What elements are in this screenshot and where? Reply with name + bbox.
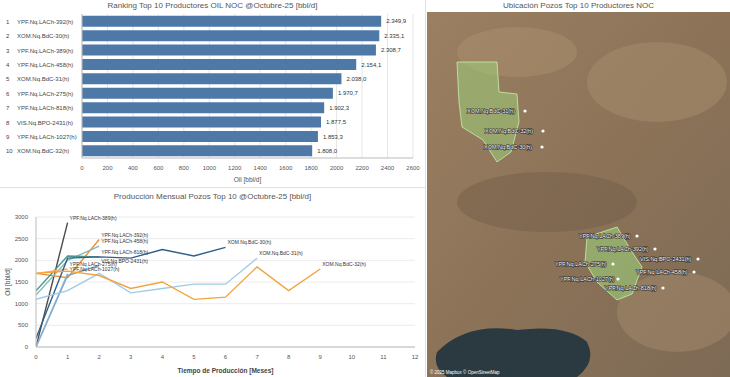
svg-text:2.154,1: 2.154,1 bbox=[361, 62, 382, 68]
svg-text:500: 500 bbox=[18, 322, 29, 328]
svg-text:VIS.Nq.BPO-2431(h): VIS.Nq.BPO-2431(h) bbox=[640, 256, 692, 262]
svg-text:VIS.Nq.BPO-2431(h): VIS.Nq.BPO-2431(h) bbox=[17, 120, 73, 126]
svg-text:YPF.Nq.LACh-818(h): YPF.Nq.LACh-818(h) bbox=[17, 105, 73, 111]
html-text:Ubicación Pozos Top 10 Product: Ubicación Pozos Top 10 Productores NOC bbox=[503, 1, 654, 10]
svg-text:XOM.Nq.BdC-30(h): XOM.Nq.BdC-30(h) bbox=[484, 144, 532, 150]
svg-text:400: 400 bbox=[128, 165, 139, 171]
svg-text:2000: 2000 bbox=[330, 165, 344, 171]
svg-text:YPF.Nq.LACh-275(h): YPF.Nq.LACh-275(h) bbox=[70, 261, 117, 267]
svg-text:10: 10 bbox=[6, 148, 13, 154]
svg-text:2.349,9: 2.349,9 bbox=[386, 18, 407, 24]
svg-text:1000: 1000 bbox=[203, 165, 217, 171]
svg-text:© 2025 Mapbox © OpenStreetMap: © 2025 Mapbox © OpenStreetMap bbox=[430, 369, 500, 375]
svg-text:YPF.Nq.LACh-1027(h): YPF.Nq.LACh-1027(h) bbox=[560, 276, 615, 282]
svg-text:VIS.Nq.BPO-2431(h): VIS.Nq.BPO-2431(h) bbox=[101, 257, 148, 264]
svg-text:1200: 1200 bbox=[228, 165, 242, 171]
svg-text:XOM.Nq.BdC-30(h): XOM.Nq.BdC-30(h) bbox=[17, 33, 69, 39]
svg-text:2: 2 bbox=[97, 354, 101, 360]
svg-text:5: 5 bbox=[192, 354, 196, 360]
svg-text:1000: 1000 bbox=[15, 301, 29, 307]
svg-text:6: 6 bbox=[224, 354, 228, 360]
svg-text:YPF.Nq.LACh-1027(h): YPF.Nq.LACh-1027(h) bbox=[17, 134, 77, 140]
svg-text:600: 600 bbox=[153, 165, 164, 171]
svg-text:2000: 2000 bbox=[15, 257, 29, 263]
svg-text:XOM.Nq.BdC-31(h): XOM.Nq.BdC-31(h) bbox=[17, 76, 69, 82]
svg-text:1.902,3: 1.902,3 bbox=[329, 105, 350, 111]
svg-text:XOM.Nq.BdC-31(h): XOM.Nq.BdC-31(h) bbox=[467, 108, 515, 114]
svg-text:2200: 2200 bbox=[355, 165, 369, 171]
svg-text:1: 1 bbox=[6, 19, 10, 25]
html-text:Producción Mensual Pozos Top 1: Producción Mensual Pozos Top 10 @Octubre… bbox=[113, 192, 312, 201]
svg-text:1: 1 bbox=[66, 354, 70, 360]
svg-text:0: 0 bbox=[25, 344, 29, 350]
svg-text:XOM.Nq.BdC-32(h): XOM.Nq.BdC-32(h) bbox=[17, 148, 69, 154]
svg-text:1800: 1800 bbox=[304, 165, 318, 171]
svg-text:YPF.Nq.LACh-392(h): YPF.Nq.LACh-392(h) bbox=[597, 246, 649, 252]
svg-text:XOM.Nq.BdC-30(h): XOM.Nq.BdC-30(h) bbox=[228, 239, 272, 245]
svg-text:XOM.Nq.BdC-31(h): XOM.Nq.BdC-31(h) bbox=[259, 250, 303, 256]
svg-text:5: 5 bbox=[6, 76, 10, 82]
svg-text:YPF.Nq.LACh-458(h): YPF.Nq.LACh-458(h) bbox=[17, 62, 73, 68]
svg-text:XOM.Nq.BdC-32(h): XOM.Nq.BdC-32(h) bbox=[322, 261, 366, 267]
svg-text:YPF.Nq.LACh-1027(h): YPF.Nq.LACh-1027(h) bbox=[69, 265, 120, 272]
svg-text:12: 12 bbox=[412, 354, 419, 360]
svg-text:YPF.Nq.LACh-275(h): YPF.Nq.LACh-275(h) bbox=[555, 261, 607, 267]
svg-text:1400: 1400 bbox=[254, 165, 268, 171]
svg-text:2600: 2600 bbox=[406, 165, 420, 171]
svg-text:6: 6 bbox=[6, 91, 10, 97]
svg-text:9: 9 bbox=[319, 354, 323, 360]
svg-text:2.335,1: 2.335,1 bbox=[384, 33, 405, 39]
svg-text:YPF.Nq.LACh-389(h): YPF.Nq.LACh-389(h) bbox=[17, 48, 73, 54]
svg-text:0: 0 bbox=[34, 354, 38, 360]
svg-text:3: 3 bbox=[6, 48, 10, 54]
svg-text:YPF.Nq.LACh-458(h): YPF.Nq.LACh-458(h) bbox=[101, 238, 148, 244]
svg-text:1600: 1600 bbox=[279, 165, 293, 171]
svg-text:YPF.Nq.LACh-392(h): YPF.Nq.LACh-392(h) bbox=[101, 232, 148, 238]
svg-text:1.970,7: 1.970,7 bbox=[338, 90, 359, 96]
svg-text:8: 8 bbox=[6, 120, 10, 126]
svg-text:8: 8 bbox=[287, 354, 291, 360]
svg-text:1.877,5: 1.877,5 bbox=[326, 119, 347, 125]
html-text:Ranking Top 10 Productores OIL: Ranking Top 10 Productores OIL NOC @Octu… bbox=[107, 1, 318, 10]
svg-text:10: 10 bbox=[348, 354, 355, 360]
svg-text:200: 200 bbox=[102, 165, 113, 171]
svg-text:Tiempo de Producción [Meses]: Tiempo de Producción [Meses] bbox=[178, 367, 274, 375]
svg-text:1.853,3: 1.853,3 bbox=[323, 134, 344, 140]
svg-text:1500: 1500 bbox=[15, 279, 29, 285]
svg-text:0: 0 bbox=[80, 165, 84, 171]
svg-text:9: 9 bbox=[6, 134, 10, 140]
svg-text:Oil [bbl/d]: Oil [bbl/d] bbox=[234, 176, 262, 184]
svg-text:YPF.Nq.LACh-392(h): YPF.Nq.LACh-392(h) bbox=[17, 19, 73, 25]
svg-text:2: 2 bbox=[6, 33, 10, 39]
svg-text:Oil [bbl/d]: Oil [bbl/d] bbox=[4, 268, 12, 296]
svg-text:3: 3 bbox=[129, 354, 133, 360]
svg-text:YPF.Nq.LACh-818(h): YPF.Nq.LACh-818(h) bbox=[101, 249, 148, 255]
svg-text:YPF.Nq.LACh-275(h): YPF.Nq.LACh-275(h) bbox=[17, 91, 73, 97]
svg-text:11: 11 bbox=[380, 354, 387, 360]
svg-text:7: 7 bbox=[6, 105, 10, 111]
svg-text:YPF.Nq.LACh-389(h): YPF.Nq.LACh-389(h) bbox=[70, 215, 117, 221]
svg-text:2.308,7: 2.308,7 bbox=[381, 47, 402, 53]
svg-text:2.038,0: 2.038,0 bbox=[346, 76, 367, 82]
svg-text:4: 4 bbox=[6, 62, 10, 68]
svg-text:YPF.Nq.LACh-818(h): YPF.Nq.LACh-818(h) bbox=[605, 285, 657, 291]
svg-text:XOM.Nq.BdC-32(h): XOM.Nq.BdC-32(h) bbox=[485, 128, 533, 134]
svg-text:4: 4 bbox=[161, 354, 165, 360]
svg-text:YPF.Nq.LACh-389(h): YPF.Nq.LACh-389(h) bbox=[579, 233, 631, 239]
svg-text:7: 7 bbox=[255, 354, 259, 360]
svg-text:2400: 2400 bbox=[381, 165, 395, 171]
svg-text:3000: 3000 bbox=[15, 214, 29, 220]
svg-text:1.808,0: 1.808,0 bbox=[317, 148, 338, 154]
svg-text:800: 800 bbox=[179, 165, 190, 171]
svg-text:2500: 2500 bbox=[15, 236, 29, 242]
svg-text:YPF.Nq.LACh-458(h): YPF.Nq.LACh-458(h) bbox=[636, 269, 688, 275]
